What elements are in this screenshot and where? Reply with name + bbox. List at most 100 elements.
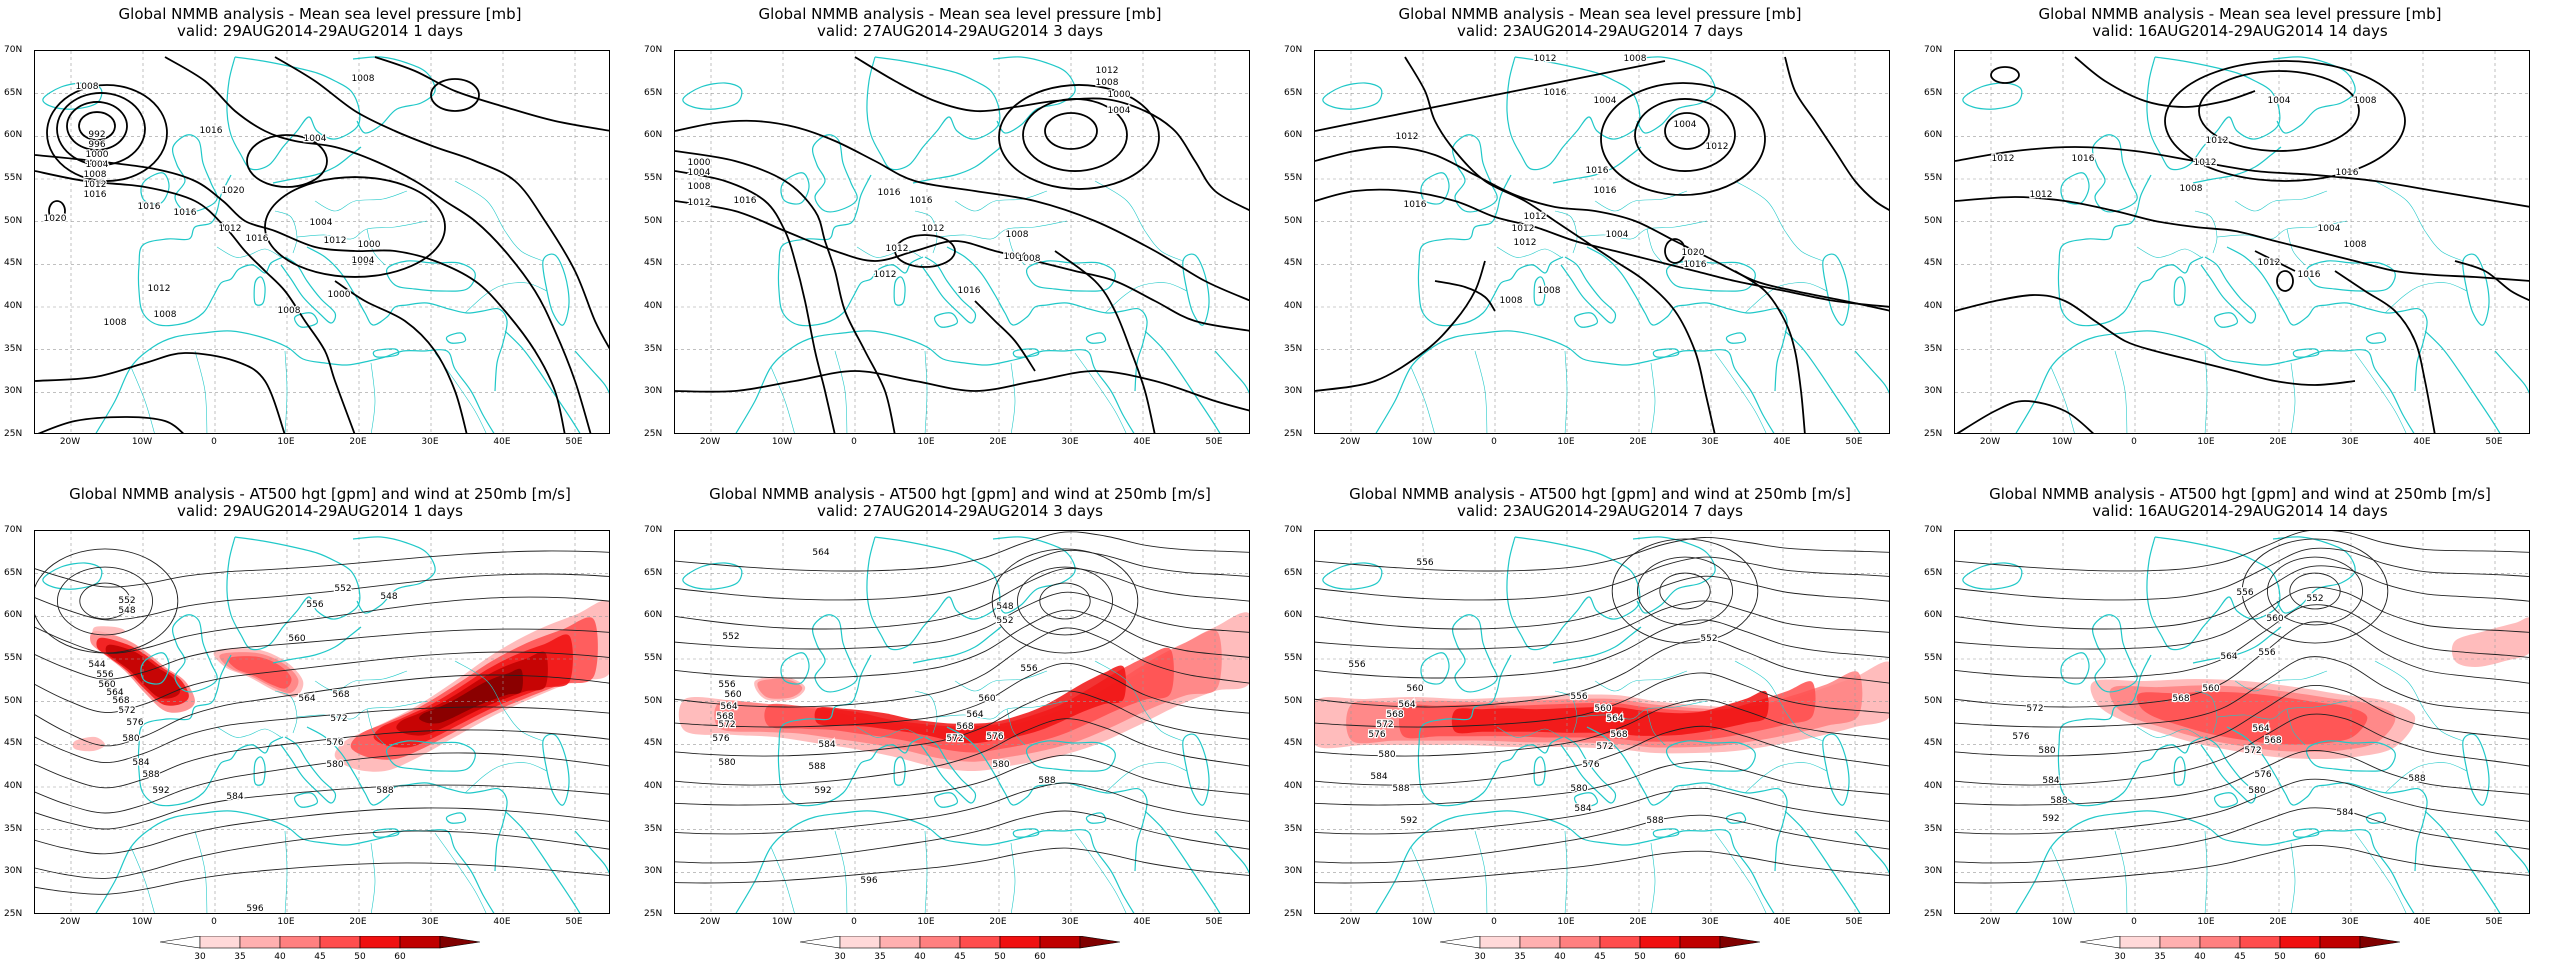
- map-area: 564 552 556 560 564 568 572 576 580 584 588 592 596 5…: [674, 530, 1250, 914]
- coastline: [682, 82, 743, 110]
- contour-label: 1000: [358, 240, 381, 250]
- contour-label: 992: [88, 130, 105, 140]
- isobar: [1315, 260, 1486, 392]
- contour-label: 1004: [1594, 96, 1617, 106]
- wind-speed-area: [1451, 690, 1769, 736]
- country-border: [370, 842, 376, 913]
- contour-label: 584: [132, 758, 149, 768]
- contour-label: 580: [2038, 746, 2055, 756]
- contour-label: 548: [996, 602, 1013, 612]
- contour-label: 1020: [44, 214, 67, 224]
- isobar: [1664, 238, 1686, 264]
- country-border: [1094, 660, 1184, 742]
- isobar: [1044, 112, 1098, 150]
- lat-tick-label: 45N: [1924, 738, 1943, 749]
- colorbar-tick-label: 40: [1554, 952, 1566, 962]
- height-contour: [1955, 531, 2529, 572]
- contour-label: 1012: [84, 180, 107, 190]
- colorbar-tick-label: 30: [834, 952, 846, 962]
- coastlines: [42, 56, 609, 433]
- isobar: [35, 154, 566, 433]
- contour-label: 572: [1376, 720, 1393, 730]
- contour-label: 1008: [104, 318, 127, 328]
- lon-tick-label: 10W: [771, 437, 793, 447]
- lon-tick-label: 50E: [1845, 437, 1863, 447]
- country-border: [1006, 228, 1026, 266]
- coastline: [1085, 812, 1107, 824]
- wind-shading: [2090, 617, 2529, 759]
- lat-tick-label: 30N: [1924, 386, 1943, 397]
- country-border: [130, 846, 155, 913]
- coastline: [2057, 174, 2204, 327]
- contour-label: 1012: [874, 270, 897, 280]
- panel-title: Global NMMB analysis - AT500 hgt [gpm] a…: [1349, 485, 1851, 503]
- contour-label: 552: [722, 632, 739, 642]
- map-panel-mslp-7: Global NMMB analysis - Mean sea level pr…: [1280, 0, 1920, 480]
- height-contour: [1315, 575, 1889, 630]
- colorbar-swatch: [919, 936, 961, 949]
- lat-tick-label: 35N: [1924, 823, 1943, 834]
- country-border: [2290, 362, 2296, 433]
- country-border: [130, 366, 155, 433]
- lat-tick-label: 50N: [644, 695, 663, 706]
- country-border: [2374, 180, 2464, 262]
- coastline: [1214, 350, 1249, 394]
- country-border: [914, 690, 938, 734]
- contour-label: 1012: [2194, 158, 2217, 168]
- isobar: [675, 200, 1249, 332]
- contour-label: 1000: [688, 158, 711, 168]
- contour-label: 572: [946, 734, 963, 744]
- lat-tick-label: 65N: [1924, 87, 1943, 98]
- country-border: [1554, 690, 1578, 734]
- country-border: [2114, 350, 2128, 433]
- map-panel-z500-14: Global NMMB analysis - AT500 hgt [gpm] a…: [1920, 480, 2560, 962]
- lon-tick-label: 10E: [2197, 437, 2215, 447]
- coastline: [1533, 276, 1546, 306]
- lat-tick-label: 70N: [1284, 45, 1303, 55]
- map-panel-z500-3: Global NMMB analysis - AT500 hgt [gpm] a…: [640, 480, 1280, 962]
- height-contour: [675, 847, 1249, 884]
- country-border: [274, 690, 298, 734]
- colorbar-swatch: [279, 936, 321, 949]
- contour-labels: 1008101610041008992996100010041008101210…: [42, 73, 382, 330]
- coastline: [1784, 810, 1861, 913]
- wind-speed-area: [814, 665, 1126, 744]
- country-border: [1104, 282, 1188, 314]
- isobar: [2198, 70, 2360, 152]
- height-contour: [35, 573, 609, 621]
- wind-speed-area: [2451, 617, 2529, 667]
- country-border: [1734, 180, 1824, 262]
- lon-tick-label: 40E: [493, 437, 511, 447]
- isobar: [1404, 56, 1716, 433]
- coastline: [1012, 828, 1040, 838]
- contour-label: 564: [298, 694, 315, 704]
- country-border: [2234, 190, 2328, 212]
- isobar: [2454, 260, 2529, 302]
- height-contour: [35, 550, 609, 588]
- contour-label: 556: [1020, 664, 1037, 674]
- country-border: [1010, 362, 1016, 433]
- contour-label: 568: [956, 722, 973, 732]
- contour-label: 1004: [352, 256, 375, 266]
- contour-labels: 5565565605645685725765805845885925525565…: [1347, 557, 1719, 828]
- lon-tick-label: 0: [211, 917, 217, 927]
- height-contour: [1315, 600, 1889, 650]
- coastlines: [1962, 56, 2529, 433]
- coastline: [2424, 330, 2501, 433]
- coastline: [2015, 330, 2415, 433]
- contour-label: 1012: [1706, 142, 1729, 152]
- coastline: [812, 614, 858, 693]
- coastline: [504, 330, 581, 433]
- lon-tick-label: 40E: [1773, 437, 1791, 447]
- isobar: [1990, 66, 2020, 84]
- lat-tick-label: 50N: [4, 215, 23, 226]
- coastline: [2146, 536, 2281, 651]
- isobar: [430, 78, 480, 112]
- contour-label: 1012: [688, 198, 711, 208]
- height-contour: [1955, 656, 2529, 728]
- contour-label: 1016: [1586, 166, 1609, 176]
- coastline: [42, 562, 103, 590]
- lat-tick-label: 70N: [644, 525, 663, 535]
- height-contour: [1955, 565, 2529, 630]
- coastline: [1586, 726, 1788, 872]
